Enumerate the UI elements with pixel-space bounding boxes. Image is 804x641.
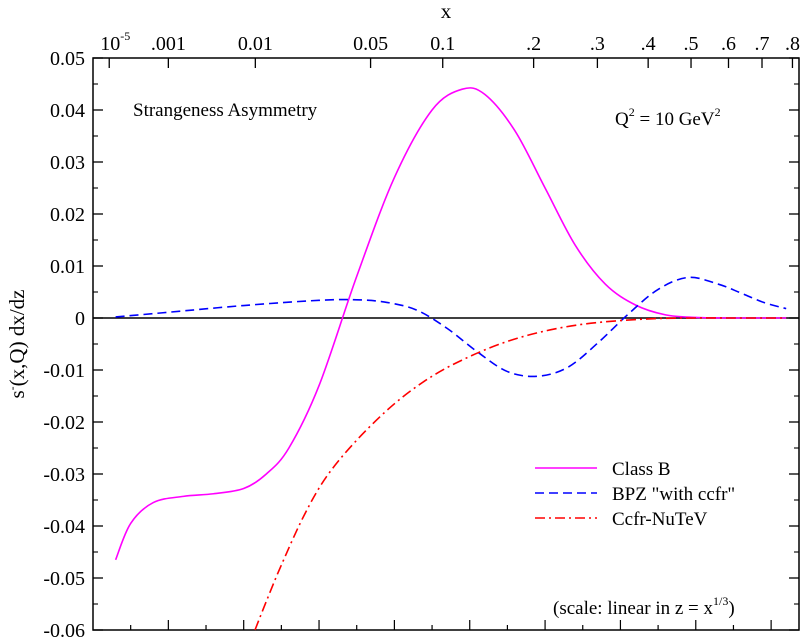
x-top-tick-label: .3 <box>590 33 605 55</box>
series-line-ccfr-nutev <box>254 317 787 631</box>
scale-note: (scale: linear in z = x1/3) <box>553 594 735 619</box>
x-top-tick-label: 0.01 <box>238 33 273 55</box>
chart-title: Strangeness Asymmetry <box>133 100 318 121</box>
x-top-tick-label: 0.05 <box>353 33 388 55</box>
x-top-tick-label: .4 <box>641 33 656 55</box>
x-axis-label: x <box>441 0 452 23</box>
y-axis-label: s-(x,Q) dx/dz <box>5 290 29 399</box>
y-tick-label: -0.04 <box>43 516 85 538</box>
x-top-tick-label: .2 <box>526 33 541 55</box>
series-layer <box>114 87 787 631</box>
plot-frame <box>92 57 800 631</box>
y-tick-label: 0.03 <box>50 152 85 174</box>
ticks-layer: 0.05 0.04 0.03 0.02 0.01 0 -0.01 -0.02 -0.03 -0.0… <box>43 29 800 641</box>
y-tick-label: 0.01 <box>50 256 85 278</box>
q-annotation: Q2 = 10 GeV2 <box>615 105 721 130</box>
y-tick-label: 0 <box>75 308 85 330</box>
y-tick-label: 0.05 <box>50 48 85 70</box>
series-line-class-b <box>114 87 787 561</box>
series-line-bpz-with-ccfr <box>115 276 787 378</box>
x-top-tick-label: .6 <box>721 33 736 55</box>
legend: Class B BPZ "with ccfr" Ccfr-NuTeV <box>535 459 735 530</box>
y-tick-label: 0.02 <box>50 204 85 226</box>
y-tick-label: -0.02 <box>43 412 85 434</box>
x-top-tick-label: .5 <box>684 33 699 55</box>
y-axis-label-rest: (x,Q) dx/dz <box>5 290 29 387</box>
legend-label-class-b: Class B <box>612 459 671 480</box>
x-top-tick-label: 0.1 <box>430 33 455 55</box>
x-top-tick-label: .8 <box>785 33 800 55</box>
y-tick-label: -0.01 <box>43 360 85 382</box>
y-tick-label: -0.03 <box>43 464 85 486</box>
x-top-tick-label: .001 <box>151 33 186 55</box>
legend-label-bpz-with-ccfr: BPZ "with ccfr" <box>612 484 735 505</box>
x-top-tick-label: .7 <box>755 33 770 55</box>
y-tick-label: -0.05 <box>43 568 85 590</box>
x-top-tick-label: 10-5 <box>100 29 130 55</box>
y-tick-label: -0.06 <box>43 620 85 641</box>
legend-label-ccfr-nutev: Ccfr-NuTeV <box>612 509 708 530</box>
y-tick-label: 0.04 <box>50 100 85 122</box>
